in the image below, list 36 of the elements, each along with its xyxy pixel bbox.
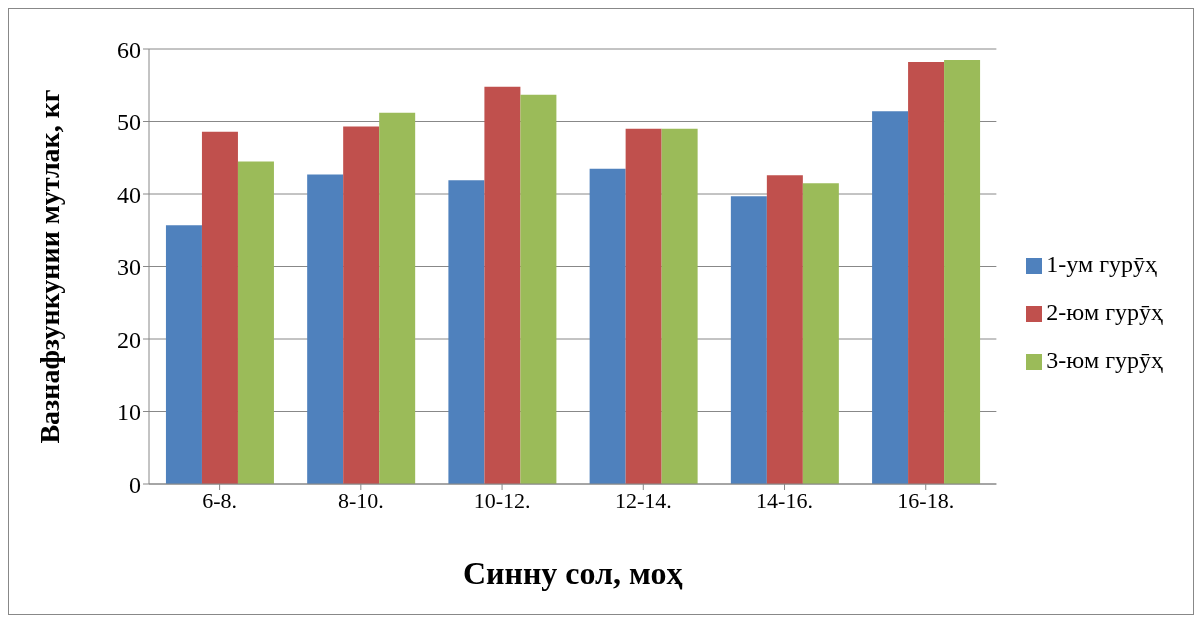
bar [237, 161, 274, 484]
bar [165, 225, 202, 484]
x-tick-label: 8-10. [337, 487, 384, 513]
bar [379, 112, 416, 484]
y-tick-label: 40 [117, 181, 141, 208]
bar [343, 126, 380, 484]
legend-label: 1-ум гурӯҳ [1046, 250, 1158, 277]
bar [520, 94, 557, 484]
bar [766, 175, 803, 484]
x-axis-title: Синну сол, моҳ [462, 555, 683, 591]
bar [589, 168, 626, 484]
x-tick-label: 12-14. [614, 487, 672, 513]
y-tick-label: 10 [117, 399, 141, 426]
legend-label: 2-юм гурӯҳ [1046, 298, 1163, 325]
bar [661, 128, 698, 484]
bar [484, 86, 521, 484]
bar [802, 183, 839, 484]
x-tick-label: 16-18. [897, 487, 955, 513]
y-axis-title: Вазнафзункунии мутлак, кг [33, 89, 65, 444]
bar [448, 180, 485, 484]
bar [944, 59, 981, 484]
y-tick-label: 60 [117, 36, 141, 63]
x-tick-label: 10-12. [473, 487, 531, 513]
x-tick-label: 6-8. [202, 487, 238, 513]
legend-label: 3-юм гурӯҳ [1046, 346, 1163, 373]
bar [730, 196, 767, 484]
bar [908, 62, 945, 484]
y-tick-label: 20 [117, 326, 141, 353]
y-tick-label: 30 [117, 254, 141, 281]
bar [872, 111, 909, 484]
x-tick-label: 14-16. [756, 487, 813, 513]
y-tick-label: 0 [129, 471, 141, 498]
bar [307, 174, 344, 484]
bar [625, 128, 662, 484]
y-tick-label: 50 [117, 109, 141, 136]
bar [201, 131, 238, 484]
